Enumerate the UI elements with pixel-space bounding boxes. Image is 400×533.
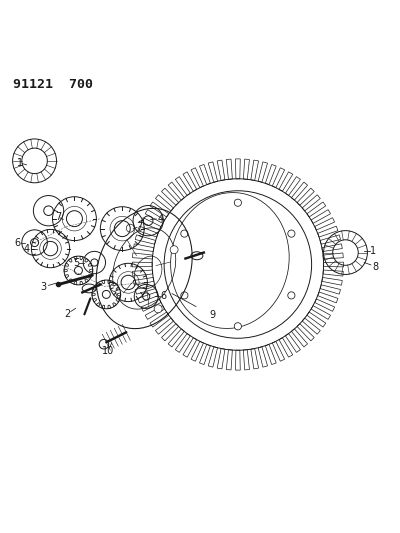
Text: 5: 5: [73, 257, 80, 268]
Circle shape: [181, 230, 188, 237]
Circle shape: [288, 230, 295, 237]
Circle shape: [288, 292, 295, 299]
Text: 3: 3: [41, 282, 47, 292]
Circle shape: [234, 199, 242, 206]
Text: 6: 6: [160, 292, 166, 301]
Text: 8: 8: [372, 262, 378, 271]
Text: 91121  700: 91121 700: [13, 78, 93, 91]
Text: 4: 4: [157, 214, 163, 224]
Text: 4: 4: [24, 244, 30, 254]
Text: 9: 9: [209, 310, 215, 320]
Text: 1: 1: [17, 158, 23, 168]
Circle shape: [154, 305, 162, 313]
Text: 7: 7: [136, 222, 142, 232]
Text: 1: 1: [370, 246, 376, 256]
Circle shape: [181, 292, 188, 299]
Text: 6: 6: [15, 238, 21, 248]
Text: 7: 7: [55, 212, 62, 222]
Text: 10: 10: [102, 346, 114, 356]
Circle shape: [234, 322, 242, 330]
Circle shape: [170, 246, 178, 254]
Circle shape: [110, 284, 118, 291]
Text: 2: 2: [64, 309, 71, 319]
Circle shape: [99, 340, 109, 349]
Circle shape: [126, 224, 134, 232]
